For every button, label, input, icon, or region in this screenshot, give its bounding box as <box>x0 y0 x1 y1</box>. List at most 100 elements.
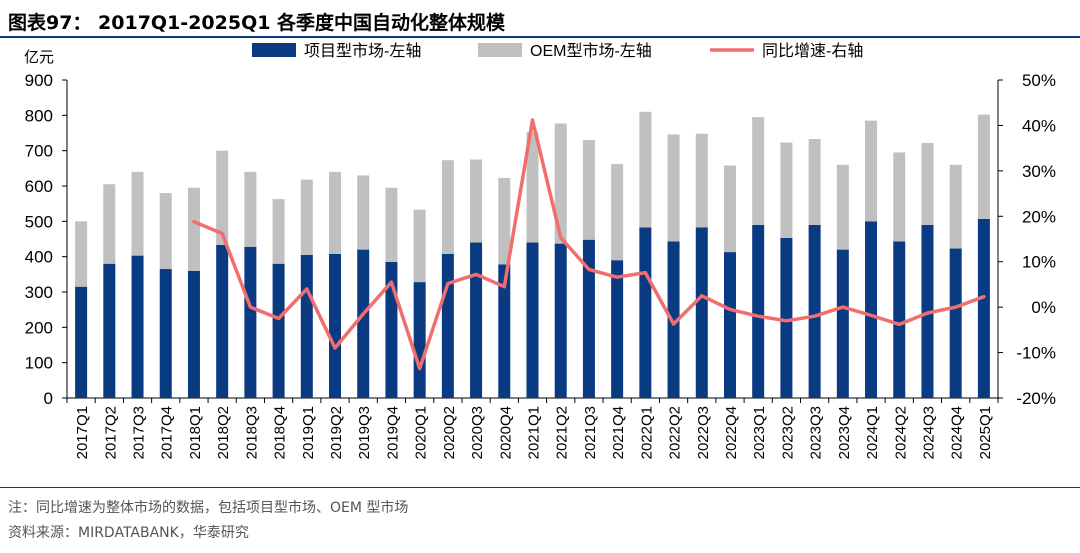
growth-point <box>897 322 901 326</box>
bar-project <box>554 243 567 398</box>
x-tick-label: 2021Q4 <box>610 406 627 459</box>
bar-project <box>582 239 595 398</box>
title-divider <box>0 36 1080 38</box>
growth-point <box>474 272 478 276</box>
bar-project <box>413 282 426 398</box>
bar-project <box>865 221 878 398</box>
bar-oem <box>554 123 567 244</box>
bar-project <box>611 260 624 398</box>
bar-oem <box>272 199 285 264</box>
x-tick-label: 2017Q2 <box>102 406 119 459</box>
bar-project <box>216 245 229 398</box>
bar-oem <box>949 164 962 249</box>
bar-project <box>836 249 849 398</box>
bar-oem <box>526 132 539 243</box>
x-tick-label: 2023Q1 <box>751 406 768 459</box>
bar-oem <box>300 179 313 255</box>
x-tick-label: 2022Q2 <box>667 406 684 459</box>
bar-project <box>470 242 483 398</box>
growth-point <box>756 314 760 318</box>
bar-project <box>187 270 200 398</box>
x-tick-label: 2017Q1 <box>74 406 91 459</box>
y-left-tick-label: 400 <box>25 248 53 267</box>
chart: 亿元 0 100 200 300 400 500 600 700 800 900 -20% -10% 0%… <box>24 42 1056 459</box>
bar-oem <box>752 117 765 225</box>
bar-project <box>329 253 342 398</box>
growth-point <box>389 280 393 284</box>
x-tick-label: 2024Q1 <box>864 406 881 459</box>
growth-point <box>982 295 986 299</box>
growth-point <box>643 271 647 275</box>
bar-project <box>498 264 511 398</box>
y-right-tick-label: 40% <box>1022 116 1056 135</box>
y-right-tick-label: -10% <box>1016 344 1056 363</box>
growth-point <box>841 305 845 309</box>
x-tick-label: 2020Q3 <box>469 406 486 459</box>
growth-point <box>531 118 534 122</box>
bar-oem <box>441 160 454 254</box>
bar-project <box>75 286 88 398</box>
bar-oem <box>244 171 257 247</box>
bar-project <box>695 227 708 398</box>
chart-note: 注：同比增速为整体市场的数据，包括项目型市场、OEM 型市场 <box>8 500 409 516</box>
y-left-tick-label: 0 <box>44 389 53 408</box>
growth-point <box>248 305 252 309</box>
y-left-tick-label: 700 <box>25 142 53 161</box>
bar-oem <box>75 221 88 287</box>
y-right-tick-label: 0% <box>1031 298 1056 317</box>
y-right-tick-label: 50% <box>1022 71 1056 90</box>
growth-point <box>361 312 365 316</box>
x-tick-label: 2018Q2 <box>215 406 232 459</box>
x-tick-label: 2025Q1 <box>977 406 994 459</box>
growth-point <box>559 236 563 240</box>
bar-project <box>272 263 285 398</box>
growth-point <box>305 287 309 291</box>
y-left-tick-label: 800 <box>25 106 53 125</box>
x-tick-label: 2019Q2 <box>328 406 345 459</box>
growth-point <box>784 319 788 323</box>
y-left-tick-label: 100 <box>25 354 53 373</box>
bar-project <box>357 249 370 398</box>
bar-oem <box>103 184 116 264</box>
bar-oem <box>187 187 200 271</box>
x-tick-label: 2019Q4 <box>384 406 401 459</box>
x-tick-label: 2019Q1 <box>300 406 317 459</box>
bar-oem <box>498 177 511 265</box>
bar-project <box>159 269 172 398</box>
growth-point <box>672 322 676 326</box>
chart-source: 资料来源：MIRDATABANK，华泰研究 <box>8 525 249 541</box>
growth-point <box>615 275 619 279</box>
y-left-tick-label: 600 <box>25 177 53 196</box>
x-tick-label: 2017Q4 <box>159 406 176 459</box>
growth-point <box>700 294 704 298</box>
legend-project-label: 项目型市场-左轴 <box>304 42 421 60</box>
bar-oem <box>695 133 708 228</box>
growth-point <box>220 232 224 236</box>
y-left-tick-label: 200 <box>25 318 53 337</box>
bar-oem <box>385 187 398 262</box>
x-tick-label: 2019Q3 <box>356 406 373 459</box>
x-tick-label: 2023Q2 <box>779 406 796 459</box>
bar-project <box>441 253 454 398</box>
bar-oem <box>808 139 821 225</box>
bar-oem <box>977 114 990 219</box>
x-tick-label: 2017Q3 <box>131 406 148 459</box>
bar-oem <box>667 134 680 242</box>
x-tick-label: 2020Q4 <box>497 406 514 459</box>
bar-oem <box>893 152 906 242</box>
x-tick-label: 2022Q1 <box>638 406 655 459</box>
bar-project <box>103 263 116 398</box>
bar-project <box>300 254 313 398</box>
bar-oem <box>723 165 736 253</box>
footer-divider <box>0 487 1080 488</box>
x-tick-label: 2022Q4 <box>723 406 740 459</box>
x-tick-label: 2023Q4 <box>836 406 853 459</box>
bar-project <box>723 252 736 398</box>
bar-oem <box>413 209 426 283</box>
x-tick-label: 2018Q4 <box>272 406 289 459</box>
bar-project <box>667 241 680 398</box>
bar-project <box>752 224 765 398</box>
growth-point <box>954 305 958 309</box>
bar-oem <box>836 164 849 250</box>
growth-point <box>869 313 873 317</box>
